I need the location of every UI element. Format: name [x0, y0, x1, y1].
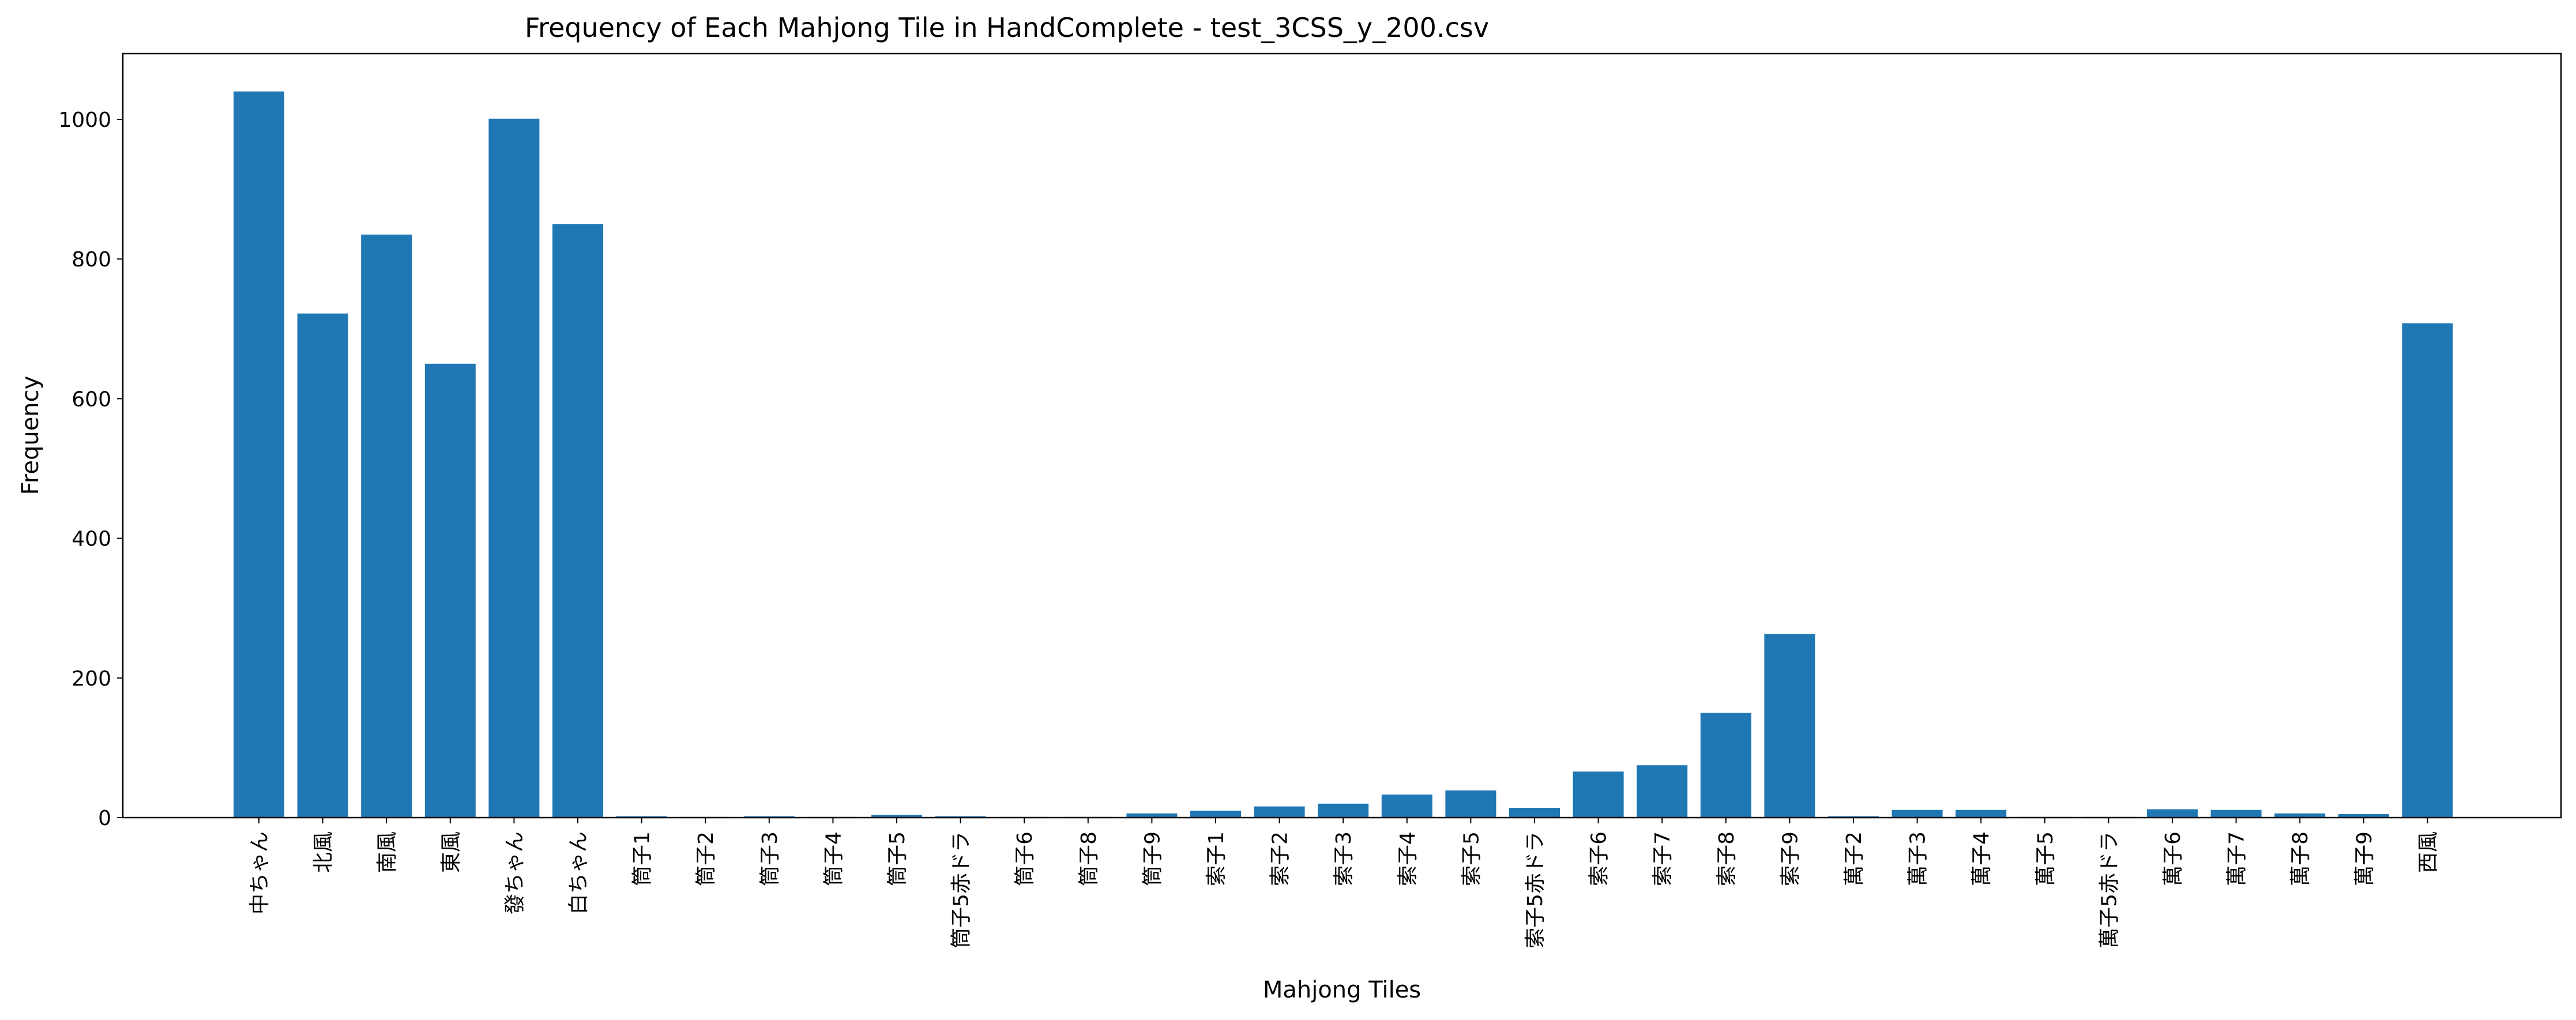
x-tick-label: 索子2: [1269, 831, 1292, 886]
x-tick-label: 筒子4: [822, 831, 845, 886]
x-tick-label: 索子9: [1778, 831, 1802, 886]
x-tick-label: 萬子6: [2161, 831, 2185, 886]
bar: [1381, 795, 1432, 818]
bar: [1573, 771, 1624, 818]
y-tick-label: 0: [98, 807, 111, 830]
bar: [488, 118, 540, 818]
x-tick-label: 萬子2: [1842, 831, 1866, 886]
x-tick-label: 筒子5: [886, 831, 909, 886]
bar: [361, 234, 412, 818]
x-tick-label: 筒子2: [694, 831, 718, 886]
bar: [1891, 810, 1943, 818]
x-tick-label: 東風: [439, 831, 463, 873]
x-tick-label: 筒子3: [758, 831, 782, 886]
x-tick-label: 萬子5: [2034, 831, 2058, 886]
x-tick-label: 南風: [375, 831, 399, 873]
x-tick-label: 索子6: [1588, 831, 1611, 886]
bar: [1318, 803, 1369, 818]
bar: [1509, 808, 1560, 818]
x-tick-label: 萬子9: [2353, 831, 2376, 886]
bar: [297, 313, 348, 818]
x-tick-label: 筒子8: [1077, 831, 1101, 886]
bar: [1126, 813, 1178, 818]
bar: [234, 91, 284, 818]
bar: [1254, 806, 1305, 818]
y-tick-label: 600: [72, 387, 111, 411]
x-tick-label: 北風: [312, 831, 336, 873]
x-tick-label: 筒子1: [631, 831, 655, 886]
plot-frame: [122, 52, 2562, 819]
x-tick-label: 索子5赤ドラ: [1524, 831, 1547, 949]
y-axis-label: Frequency: [17, 376, 44, 495]
bar: [1764, 634, 1815, 818]
bars: [234, 91, 2453, 818]
x-axis-label: Mahjong Tiles: [1263, 977, 1421, 1003]
x-tick-label: 發ちゃん: [503, 831, 527, 914]
x-tick-label: 索子8: [1715, 831, 1739, 886]
bar: [552, 224, 603, 818]
chart-title: Frequency of Each Mahjong Tile in HandCo…: [525, 12, 1489, 43]
x-tick-label: 筒子6: [1013, 831, 1037, 886]
x-tick-label: 萬子3: [1906, 831, 1930, 886]
bar: [2402, 323, 2453, 818]
x-tick-label: 白ちゃん: [567, 831, 591, 914]
y-tick-label: 400: [72, 528, 111, 551]
bar: [2338, 814, 2389, 818]
x-tick-label: 萬子8: [2289, 831, 2312, 886]
bar: [1700, 713, 1751, 818]
x-axis: 中ちゃん 北風 南風 東風 發ちゃん 白ちゃん 筒子1 筒子2 筒子3 筒子4 筒子5 筒子5赤ドラ 筒…: [248, 818, 2440, 949]
y-tick-label: 800: [72, 248, 111, 272]
bar: [2274, 813, 2326, 818]
bar: [871, 815, 922, 818]
x-tick-label: 西風: [2416, 831, 2440, 873]
y-tick-label: 200: [72, 667, 111, 691]
bar: [1955, 810, 2007, 818]
x-tick-label: 索子4: [1396, 831, 1420, 886]
bar: [2210, 810, 2262, 818]
bar: [2147, 809, 2198, 818]
y-axis: 0 200 400 600 800 1000: [58, 108, 123, 830]
x-tick-label: 萬子4: [1970, 831, 1994, 886]
x-tick-label: 索子7: [1651, 831, 1675, 886]
bar: [1445, 790, 1496, 818]
x-tick-label: 筒子5赤ドラ: [950, 831, 973, 949]
x-tick-label: 筒子9: [1141, 831, 1164, 886]
x-tick-label: 索子3: [1332, 831, 1356, 886]
x-tick-label: 索子1: [1205, 831, 1228, 886]
x-tick-label: 索子5: [1460, 831, 1483, 886]
x-tick-label: 萬子7: [2225, 831, 2249, 886]
bar: [1637, 765, 1688, 818]
x-tick-label: 中ちゃん: [248, 831, 272, 914]
x-tick-label: 萬子5赤ドラ: [2097, 831, 2121, 949]
bar: [424, 363, 476, 818]
y-tick-label: 1000: [58, 108, 111, 132]
bar: [1190, 810, 1241, 818]
